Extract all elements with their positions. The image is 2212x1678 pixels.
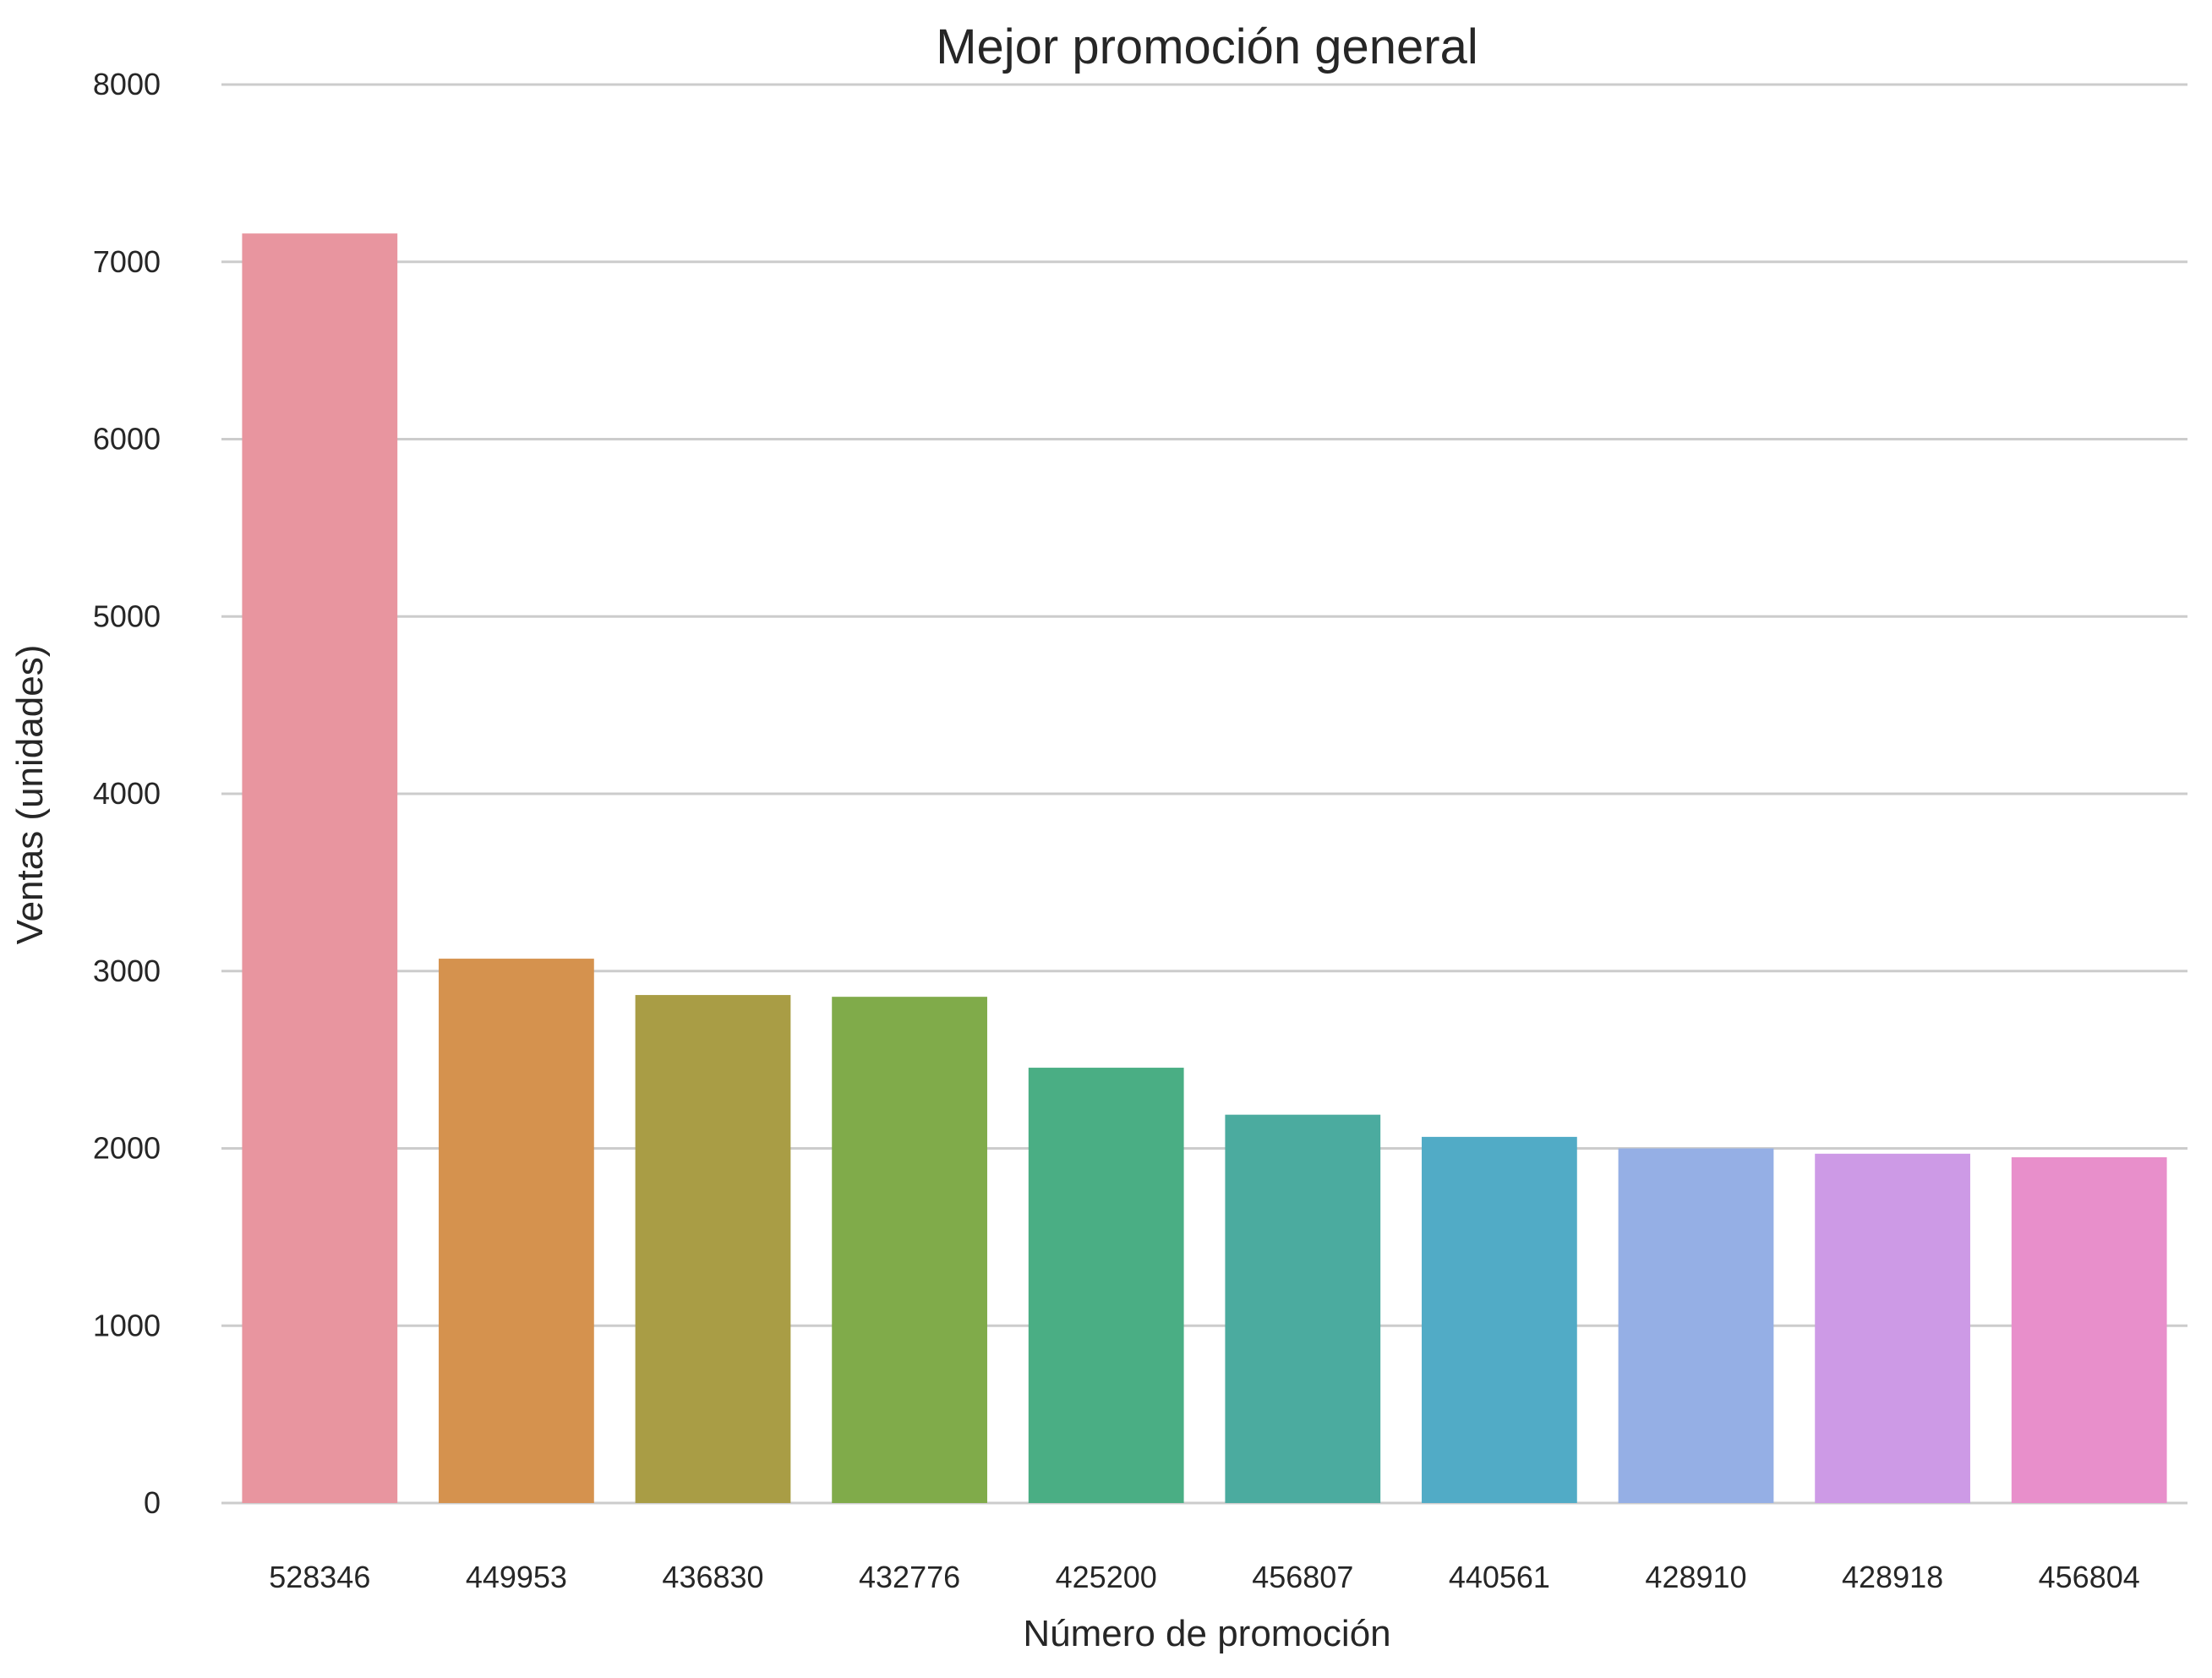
- bar-428918: [1815, 1153, 1970, 1503]
- bar-428910: [1618, 1148, 1774, 1503]
- bars: [242, 233, 2167, 1504]
- y-tick-label: 6000: [93, 422, 161, 456]
- x-tick-label: 456804: [2039, 1560, 2140, 1594]
- x-tick-label: 528346: [269, 1560, 370, 1594]
- bar-449953: [439, 959, 594, 1503]
- x-tick-label: 432776: [859, 1560, 960, 1594]
- y-tick-label: 0: [144, 1485, 161, 1520]
- y-tick-labels: 0 1000 2000 3000 4000 5000 6000 7000 8000: [93, 67, 161, 1520]
- x-tick-label: 428918: [1842, 1560, 1943, 1594]
- x-tick-label: 449953: [466, 1560, 567, 1594]
- x-tick-label: 428910: [1645, 1560, 1746, 1594]
- bar-528346: [242, 233, 398, 1504]
- y-tick-label: 2000: [93, 1131, 161, 1166]
- x-tick-label: 425200: [1056, 1560, 1157, 1594]
- y-tick-label: 8000: [93, 67, 161, 101]
- bar-436830: [635, 995, 791, 1503]
- x-tick-label: 440561: [1449, 1560, 1550, 1594]
- x-tick-label: 456807: [1252, 1560, 1353, 1594]
- y-tick-label: 7000: [93, 244, 161, 279]
- y-tick-label: 5000: [93, 599, 161, 633]
- chart-title: Mejor promoción general: [936, 19, 1478, 74]
- bar-425200: [1028, 1068, 1184, 1503]
- y-tick-label: 1000: [93, 1308, 161, 1342]
- bar-432776: [832, 997, 987, 1503]
- y-tick-label: 4000: [93, 776, 161, 811]
- x-tick-labels: 528346 449953 436830 432776 425200 456807 4405…: [269, 1560, 2140, 1594]
- bar-456804: [2011, 1156, 2167, 1503]
- x-axis-label: Número de promoción: [1023, 1613, 1390, 1654]
- bar-456807: [1225, 1114, 1381, 1503]
- bar-440561: [1422, 1136, 1577, 1503]
- y-tick-label: 3000: [93, 954, 161, 988]
- x-tick-label: 436830: [662, 1560, 763, 1594]
- y-axis-label: Ventas (unidades): [9, 645, 51, 945]
